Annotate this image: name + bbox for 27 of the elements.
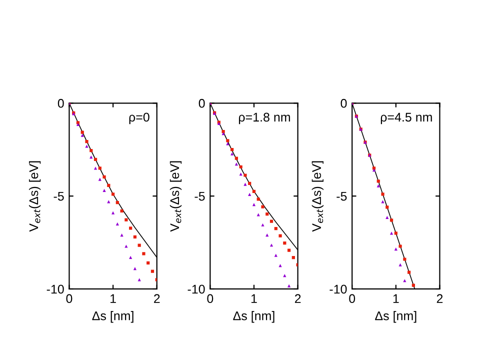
x-tick-label: 2 [294,294,301,303]
y-axis-title: V$_{ext}$(Δs) [eV] [28,161,41,232]
x-tick-label: 0 [66,294,72,304]
y-tick-label: -10 [330,284,347,294]
annotation: ρ=0 [129,112,150,124]
x-tick-label: 2 [436,294,443,303]
x-tick-label: 0 [207,294,214,304]
x-tick-label: 1 [110,294,116,303]
y-axis-title: V$_{ext}$(Δs) [eV] [312,161,324,232]
annotation: ρ=4.5 nm [380,112,432,124]
x-tick-label: 1 [251,294,257,303]
y-tick-label: 0 [58,98,64,108]
x-tick-label: 0 [349,294,356,304]
y-tick-label: 0 [198,98,205,108]
x-tick-label: 1 [393,294,399,303]
x-tick-label: 2 [154,294,160,303]
y-axis-title: V$_{ext}$(Δs) [eV] [170,161,182,232]
x-axis-title: Δs [nm] [92,311,134,323]
y-tick-label: -10 [46,284,64,294]
x-axis-title: Δs [nm] [233,311,274,323]
y-tick-label: -10 [188,284,205,294]
annotation: ρ=1.8 nm [238,112,290,124]
y-tick-label: -5 [194,192,205,201]
y-tick-label: 0 [340,98,347,108]
x-axis-title: Δs [nm] [375,311,416,323]
y-tick-label: -5 [54,192,64,201]
y-tick-label: -5 [336,192,347,201]
